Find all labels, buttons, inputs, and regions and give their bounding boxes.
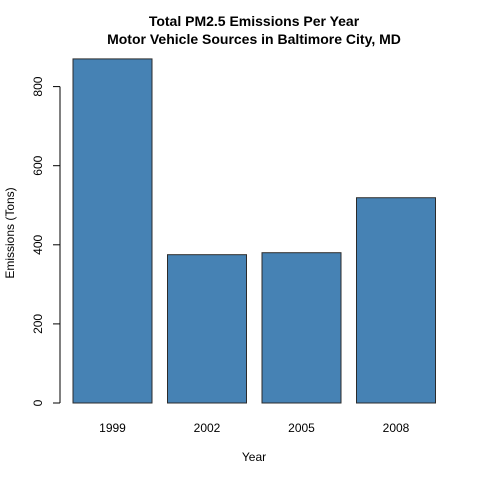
y-tick-label-0: 0	[31, 399, 45, 406]
y-tick-label-400: 400	[31, 234, 45, 254]
x-axis-label: Year	[242, 450, 266, 464]
x-tick-label-2008: 2008	[383, 421, 410, 435]
bar-2008	[356, 197, 436, 404]
y-tick-label-600: 600	[31, 155, 45, 175]
chart-subtitle: Motor Vehicle Sources in Baltimore City,…	[107, 31, 401, 47]
x-tick-labels: 1999 2002 2005 2008	[99, 421, 410, 435]
x-tick-label-2005: 2005	[288, 421, 315, 435]
bar-1999	[72, 58, 153, 404]
y-axis: 0 200 400 600 800	[31, 76, 61, 406]
y-tick-label-200: 200	[31, 314, 45, 334]
x-tick-label-1999: 1999	[99, 421, 126, 435]
y-axis-label: Emissions (Tons)	[3, 187, 17, 278]
x-tick-label-2002: 2002	[194, 421, 221, 435]
bars-group	[72, 58, 436, 404]
bar-2002	[167, 254, 247, 404]
y-tick-label-800: 800	[31, 76, 45, 96]
chart-title: Total PM2.5 Emissions Per Year	[149, 13, 360, 29]
bar-2005	[261, 252, 342, 404]
